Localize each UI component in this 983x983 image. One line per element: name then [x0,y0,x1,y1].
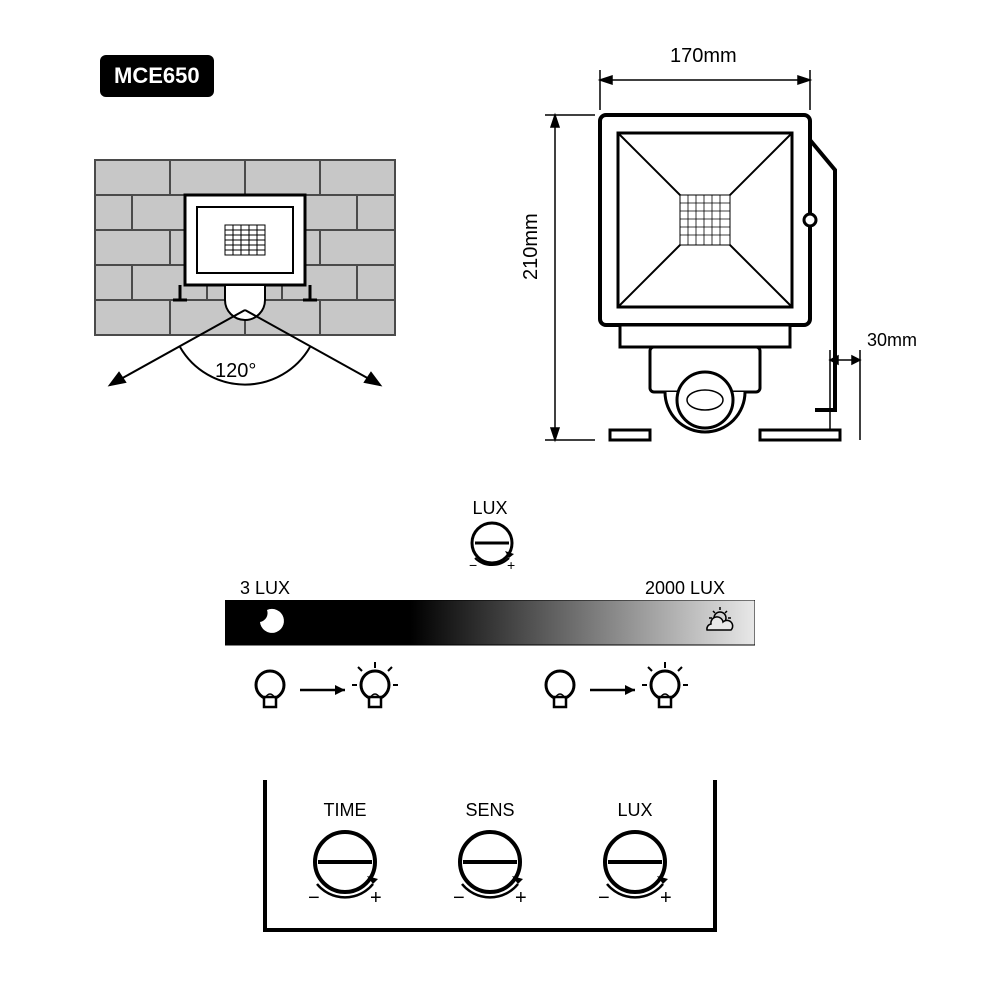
bulb-transitions [225,655,755,730]
lux-dial: − + [590,822,680,912]
lux-dial-label: LUX [595,800,675,821]
width-label: 170mm [670,45,737,68]
lux-top-label: LUX [460,498,520,519]
floodlight-large [600,115,840,440]
time-dial-label: TIME [305,800,385,821]
lux-gradient-bar [225,600,755,650]
sens-dial: − + [445,822,535,912]
svg-text:+: + [370,887,382,909]
svg-text:−: − [453,887,465,909]
sens-dial-label: SENS [450,800,530,821]
svg-text:−: − [469,557,477,573]
depth-label: 30mm [867,330,917,351]
lux-top-dial: − + [465,518,520,573]
svg-text:−: − [308,887,320,909]
lux-min-label: 3 LUX [240,578,290,599]
svg-text:−: − [598,887,610,909]
lux-max-label: 2000 LUX [645,578,725,599]
svg-text:+: + [515,887,527,909]
model-badge: MCE650 [100,55,214,97]
svg-text:+: + [660,887,672,909]
model-label: MCE650 [114,63,200,88]
time-dial: − + [300,822,390,912]
svg-text:+: + [507,557,515,573]
height-label: 210mm [520,213,543,280]
product-dimensions [500,40,930,470]
angle-label: 120° [215,360,256,383]
